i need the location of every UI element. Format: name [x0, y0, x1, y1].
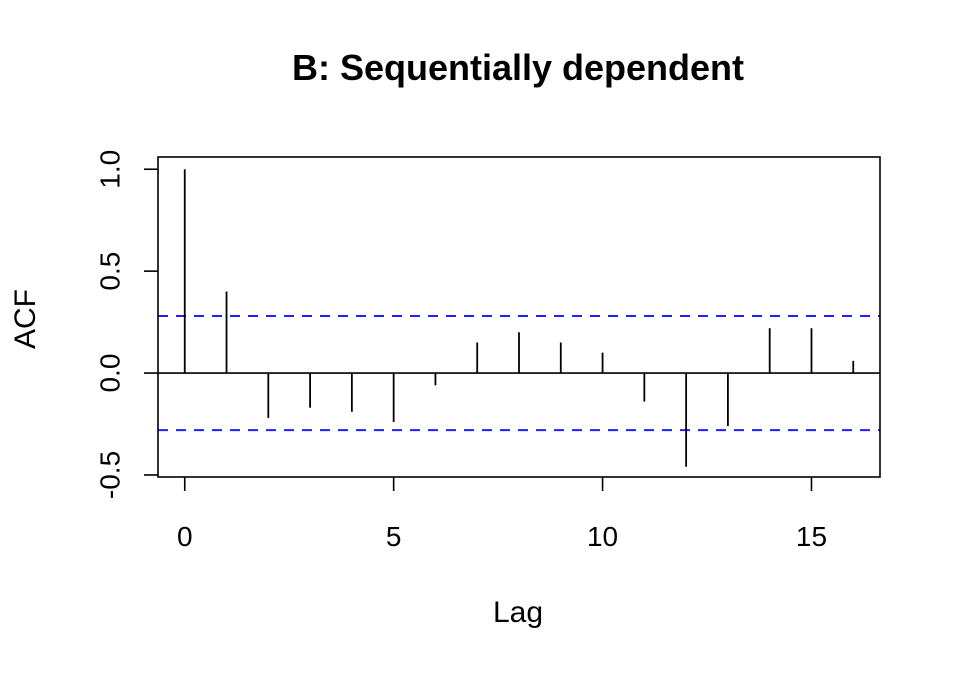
- x-tick-label: 5: [386, 521, 402, 552]
- plot-frame: [157, 156, 881, 478]
- y-axis-ticks: -0.5 0.0 0.5 1.0: [94, 150, 158, 499]
- x-tick-label: 0: [177, 521, 193, 552]
- y-tick-label: 1.0: [94, 150, 125, 189]
- y-tick-label: 0.0: [94, 354, 125, 393]
- x-axis-label: Lag: [493, 596, 543, 629]
- y-axis-label: ACF: [9, 289, 42, 349]
- y-tick-label: -0.5: [94, 451, 125, 499]
- x-tick-label: 15: [796, 521, 827, 552]
- confidence-bounds: [158, 314, 880, 432]
- x-axis-ticks: 0 5 10 15: [177, 477, 827, 552]
- acf-bars: [183, 169, 855, 467]
- y-tick-label: 0.5: [94, 252, 125, 291]
- chart-title: B: Sequentially dependent: [292, 47, 744, 88]
- x-tick-label: 10: [587, 521, 618, 552]
